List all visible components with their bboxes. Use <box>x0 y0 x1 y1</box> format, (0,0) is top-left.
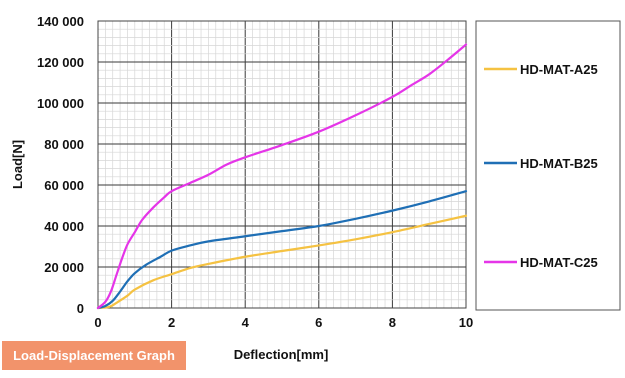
series-line <box>96 214 468 310</box>
series-lines <box>96 43 468 310</box>
series-line <box>96 190 468 310</box>
y-tick-label: 100 000 <box>37 96 84 111</box>
y-tick-label: 40 000 <box>44 219 84 234</box>
x-axis-ticks: 0 2 4 6 8 10 <box>94 315 473 330</box>
graph-title-badge: Load-Displacement Graph <box>2 341 186 370</box>
series-line <box>96 43 468 310</box>
y-axis-ticks: 0 20 000 40 000 60 000 80 000 100 000 120 000 1… <box>37 14 84 316</box>
legend-label: HD-MAT-B25 <box>520 156 598 171</box>
x-tick-label: 8 <box>389 315 396 330</box>
x-tick-label: 10 <box>459 315 473 330</box>
x-axis-title: Deflection[mm] <box>234 347 329 362</box>
y-tick-label: 0 <box>77 301 84 316</box>
plot-area-border <box>97 20 467 309</box>
badge-label: Load-Displacement Graph <box>13 348 175 363</box>
badge-background <box>2 341 186 370</box>
y-tick-label: 60 000 <box>44 178 84 193</box>
y-tick-label: 80 000 <box>44 137 84 152</box>
legend-label: HD-MAT-A25 <box>520 62 598 77</box>
grid <box>97 20 467 309</box>
x-tick-label: 6 <box>315 315 322 330</box>
x-tick-label: 4 <box>242 315 250 330</box>
legend-label: HD-MAT-C25 <box>520 255 598 270</box>
x-tick-label: 2 <box>168 315 175 330</box>
y-tick-label: 120 000 <box>37 55 84 70</box>
x-tick-label: 0 <box>94 315 101 330</box>
y-axis-title: Load[N] <box>10 140 25 189</box>
y-tick-label: 20 000 <box>44 260 84 275</box>
legend: HD-MAT-A25 HD-MAT-B25 HD-MAT-C25 <box>484 62 598 270</box>
y-tick-label: 140 000 <box>37 14 84 29</box>
